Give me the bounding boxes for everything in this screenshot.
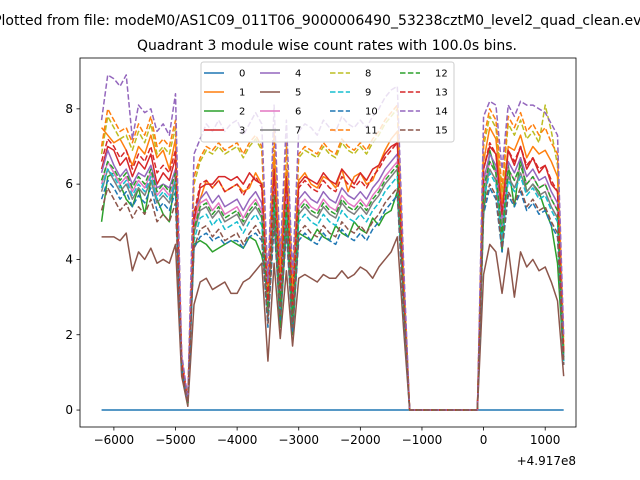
- y-tick-label: 6: [65, 177, 73, 191]
- y-tick-label: 0: [65, 403, 73, 417]
- series-line-13: [100, 138, 565, 411]
- x-tick-label: −4000: [217, 433, 258, 447]
- series-line-15: [100, 183, 565, 411]
- chart-title: Quadrant 3 module wise count rates with …: [137, 38, 517, 54]
- legend-label-14: 14: [435, 107, 448, 118]
- series-lines: [100, 74, 565, 411]
- x-tick-label: −3000: [278, 433, 319, 447]
- x-tick-label: −6000: [94, 433, 135, 447]
- legend-label-9: 9: [365, 88, 371, 99]
- legend-label-1: 1: [239, 88, 245, 99]
- suptitle: Plotted from file: modeM0/AS1C09_011T06_…: [0, 13, 640, 29]
- series-line-12: [100, 160, 565, 411]
- legend-frame: [200, 61, 455, 143]
- x-tick-label: −2000: [340, 433, 381, 447]
- x-offset-text: +4.917e8: [517, 454, 576, 468]
- legend-label-4: 4: [295, 69, 301, 80]
- plot-area: [100, 74, 565, 411]
- y-tick-label: 4: [65, 252, 73, 266]
- x-tick-label: 0: [480, 433, 488, 447]
- x-tick-label: −1000: [402, 433, 443, 447]
- axes-frame: [79, 57, 577, 428]
- legend-label-3: 3: [239, 126, 245, 137]
- legend-label-12: 12: [435, 69, 448, 80]
- series-line-10: [100, 179, 565, 411]
- legend-label-15: 15: [435, 126, 448, 137]
- legend-label-7: 7: [295, 126, 301, 137]
- legend-label-0: 0: [239, 69, 245, 80]
- series-line-5: [101, 232, 565, 411]
- axes: −6000 −5000 −4000 −3000 −2000 −1000 0 1000 0 2 4 6 8: [65, 57, 577, 447]
- legend-label-6: 6: [295, 107, 301, 118]
- legend-label-13: 13: [435, 88, 448, 99]
- y-tick-label: 8: [65, 102, 73, 116]
- y-tick-label: 2: [65, 328, 73, 342]
- x-tick-label: −5000: [155, 433, 196, 447]
- legend-label-11: 11: [365, 126, 378, 137]
- x-tick-label: 1000: [530, 433, 561, 447]
- legend-label-5: 5: [295, 88, 301, 99]
- legend-label-8: 8: [365, 69, 371, 80]
- legend-label-10: 10: [365, 107, 378, 118]
- legend-label-2: 2: [239, 107, 245, 118]
